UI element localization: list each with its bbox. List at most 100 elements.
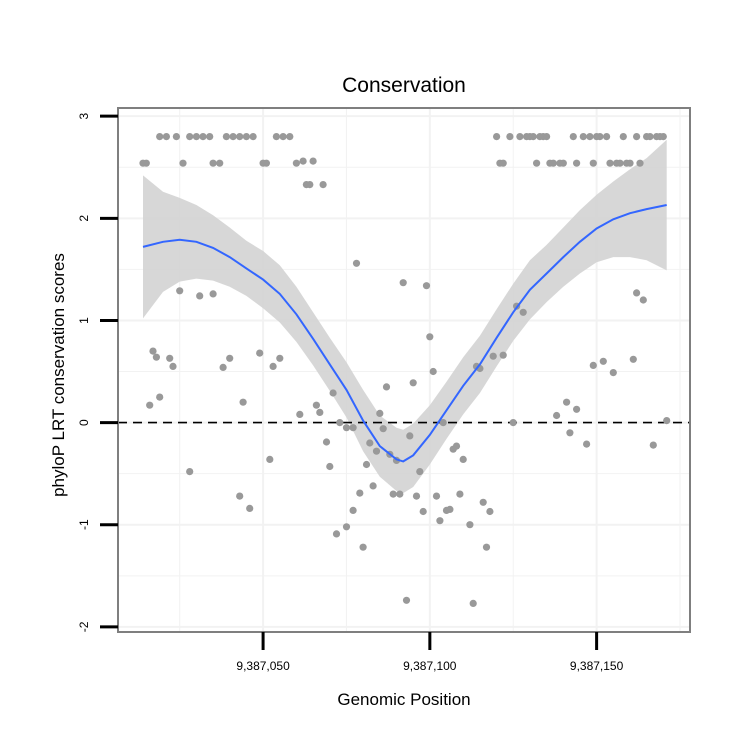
data-point [209,290,217,298]
data-point [603,133,611,141]
data-point [309,157,317,165]
data-point [196,292,204,300]
data-point [406,432,414,440]
data-point [286,133,294,141]
data-point [659,133,667,141]
data-point [236,492,244,500]
data-point [489,352,497,360]
data-point [606,159,614,167]
data-point [336,419,344,427]
data-point [332,530,341,538]
data-point [172,133,180,141]
data-point [249,133,257,141]
data-point [416,468,424,476]
data-point [482,543,491,551]
data-point [209,159,217,167]
data-point [553,411,561,420]
data-point [186,468,194,476]
data-point [516,133,524,141]
data-point [629,355,637,363]
data-point [186,133,194,141]
data-point [156,393,164,401]
data-point [633,289,641,297]
data-point [342,424,351,432]
x-tick-label: 9,387,150 [570,659,624,673]
data-point [296,410,304,418]
y-tick-label: 2 [77,215,91,222]
y-tick-label: -1 [77,519,91,530]
data-point [636,159,644,167]
data-point [342,523,351,531]
data-point [639,296,647,304]
x-tick-label: 9,387,100 [403,659,457,673]
y-axis-title: phyloP LRT conservation scores [49,253,68,497]
data-point [229,133,237,141]
data-point [179,159,187,167]
data-point [646,133,654,141]
data-point [586,133,594,141]
data-point [499,351,507,359]
data-point [633,133,641,141]
data-point [579,133,587,141]
data-point [326,462,334,471]
data-point [616,159,624,167]
data-point [149,347,157,355]
data-point [352,259,361,267]
data-point [439,419,447,427]
data-point [216,159,224,167]
data-point [432,492,441,500]
data-point [589,361,597,369]
data-point [152,353,160,361]
data-point [219,363,227,371]
data-point [583,440,591,448]
data-point [366,439,374,447]
data-point [399,279,407,287]
data-point [429,367,437,376]
data-point [372,447,381,455]
data-point [359,543,367,551]
points-layer [139,133,671,608]
data-point [306,181,314,189]
data-point [156,133,164,141]
data-point [619,133,627,141]
data-point [222,133,230,141]
data-point [499,159,507,167]
data-point [206,133,214,141]
data-point [409,379,417,387]
data-point [466,521,474,529]
y-tick-label: 1 [77,317,91,324]
data-point [396,490,404,498]
data-point [456,490,464,498]
data-point [349,424,357,432]
data-point [589,159,597,167]
panel-border [117,107,691,633]
data-point [299,157,307,165]
data-point [142,159,150,167]
x-tick-label: 9,387,050 [236,659,290,673]
data-point [459,455,467,463]
data-point [329,389,337,397]
data-point [312,401,320,409]
data-point [566,429,574,437]
data-point [192,133,200,141]
data-point [479,498,487,506]
data-point [276,354,284,362]
data-point [452,442,461,450]
data-point [573,159,581,167]
data-point [509,419,517,427]
data-point [369,482,377,490]
data-point [176,287,184,295]
data-point [422,282,431,290]
data-point [446,505,454,513]
data-point [279,133,287,141]
data-point [376,409,384,417]
data-point [356,489,364,497]
data-point [626,159,634,167]
data-point [596,133,604,141]
data-point [469,599,477,608]
data-point [533,159,541,167]
data-point [559,159,567,167]
smooth-line-layer [142,204,667,463]
data-point [246,504,254,512]
